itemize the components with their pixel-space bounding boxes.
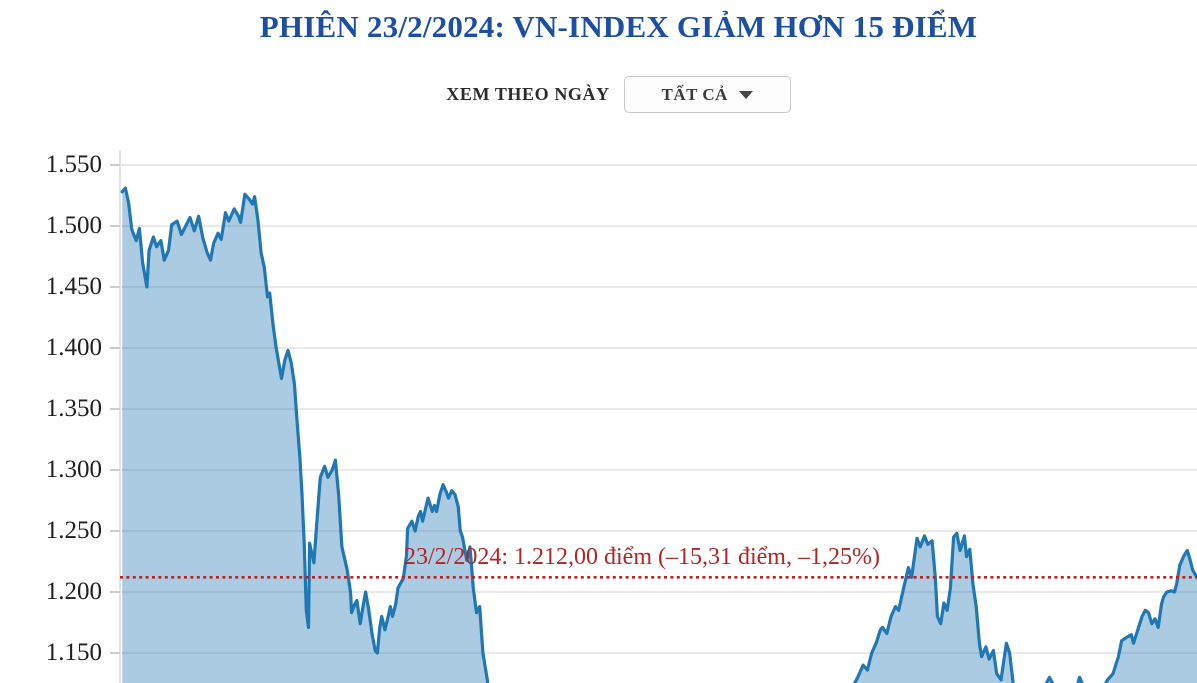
area-fill <box>122 188 1197 683</box>
view-by-day-label: XEM THEO NGÀY <box>446 84 610 104</box>
y-axis-tick-label: 1.500 <box>45 212 102 239</box>
y-axis-tick-label: 1.450 <box>45 273 102 300</box>
page-title: PHIÊN 23/2/2024: VN-INDEX GIẢM HƠN 15 ĐI… <box>259 9 978 44</box>
y-axis-tick-label: 1.250 <box>45 517 102 544</box>
reference-line-annotation: 23/2/2024: 1.212,00 điểm (–15,31 điểm, –… <box>404 544 880 571</box>
y-axis-tick-label: 1.300 <box>45 456 102 483</box>
price-line <box>120 186 1197 683</box>
time-range-dropdown[interactable]: TẤT CẢ <box>623 76 791 113</box>
chevron-down-icon <box>738 90 753 99</box>
y-axis-tick-label: 1.400 <box>45 334 102 361</box>
y-axis-tick-label: 1.550 <box>45 151 102 178</box>
view-controls: XEM THEO NGÀY TẤT CẢ <box>40 76 1197 113</box>
y-axis-tick-label: 1.150 <box>45 639 102 666</box>
y-axis-tick-label: 1.350 <box>45 395 102 422</box>
time-range-selected-value: TẤT CẢ <box>661 84 728 104</box>
y-axis-tick-label: 1.200 <box>45 578 102 605</box>
